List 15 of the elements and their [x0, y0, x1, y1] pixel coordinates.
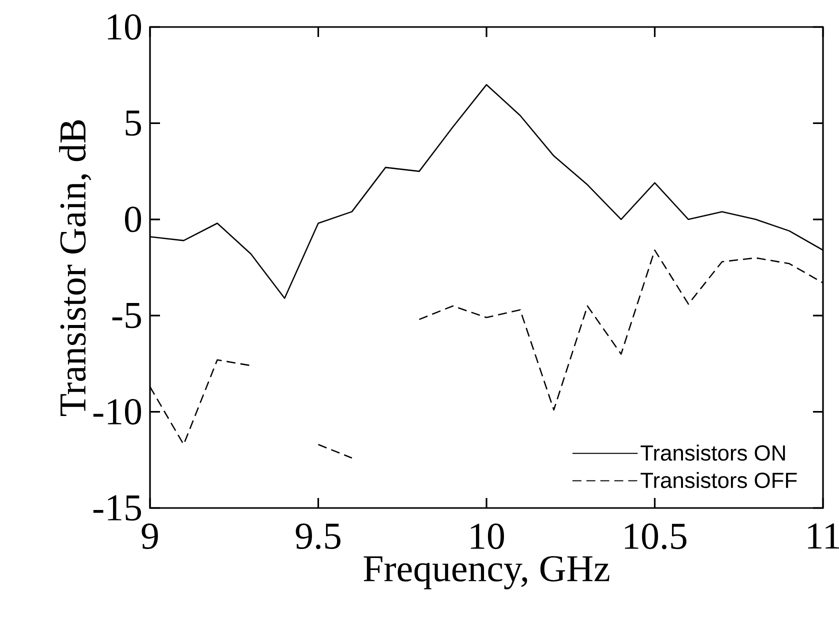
x-tick-label: 11 — [808, 524, 839, 549]
x-tick-label: 10 — [470, 524, 504, 550]
x-tick-label: 9.5 — [296, 524, 340, 550]
legend-label: Transistors ON — [640, 444, 785, 461]
x-tick-label: 10.5 — [624, 524, 686, 550]
x-axis-title: Frequency, GHz — [364, 556, 610, 590]
x-tick-label: 9 — [142, 524, 158, 549]
y-tick-label: 5 — [126, 110, 142, 136]
y-axis-title: Transistor Gain, dB — [59, 120, 92, 416]
y-tick-label: 0 — [124, 206, 142, 232]
y-tick-label: 10 — [108, 14, 142, 40]
legend-label: Transistors OFF — [640, 472, 797, 488]
y-tick-label: -15 — [93, 495, 142, 521]
y-tick-label: -5 — [112, 303, 142, 328]
y-tick-label: -10 — [93, 399, 142, 425]
